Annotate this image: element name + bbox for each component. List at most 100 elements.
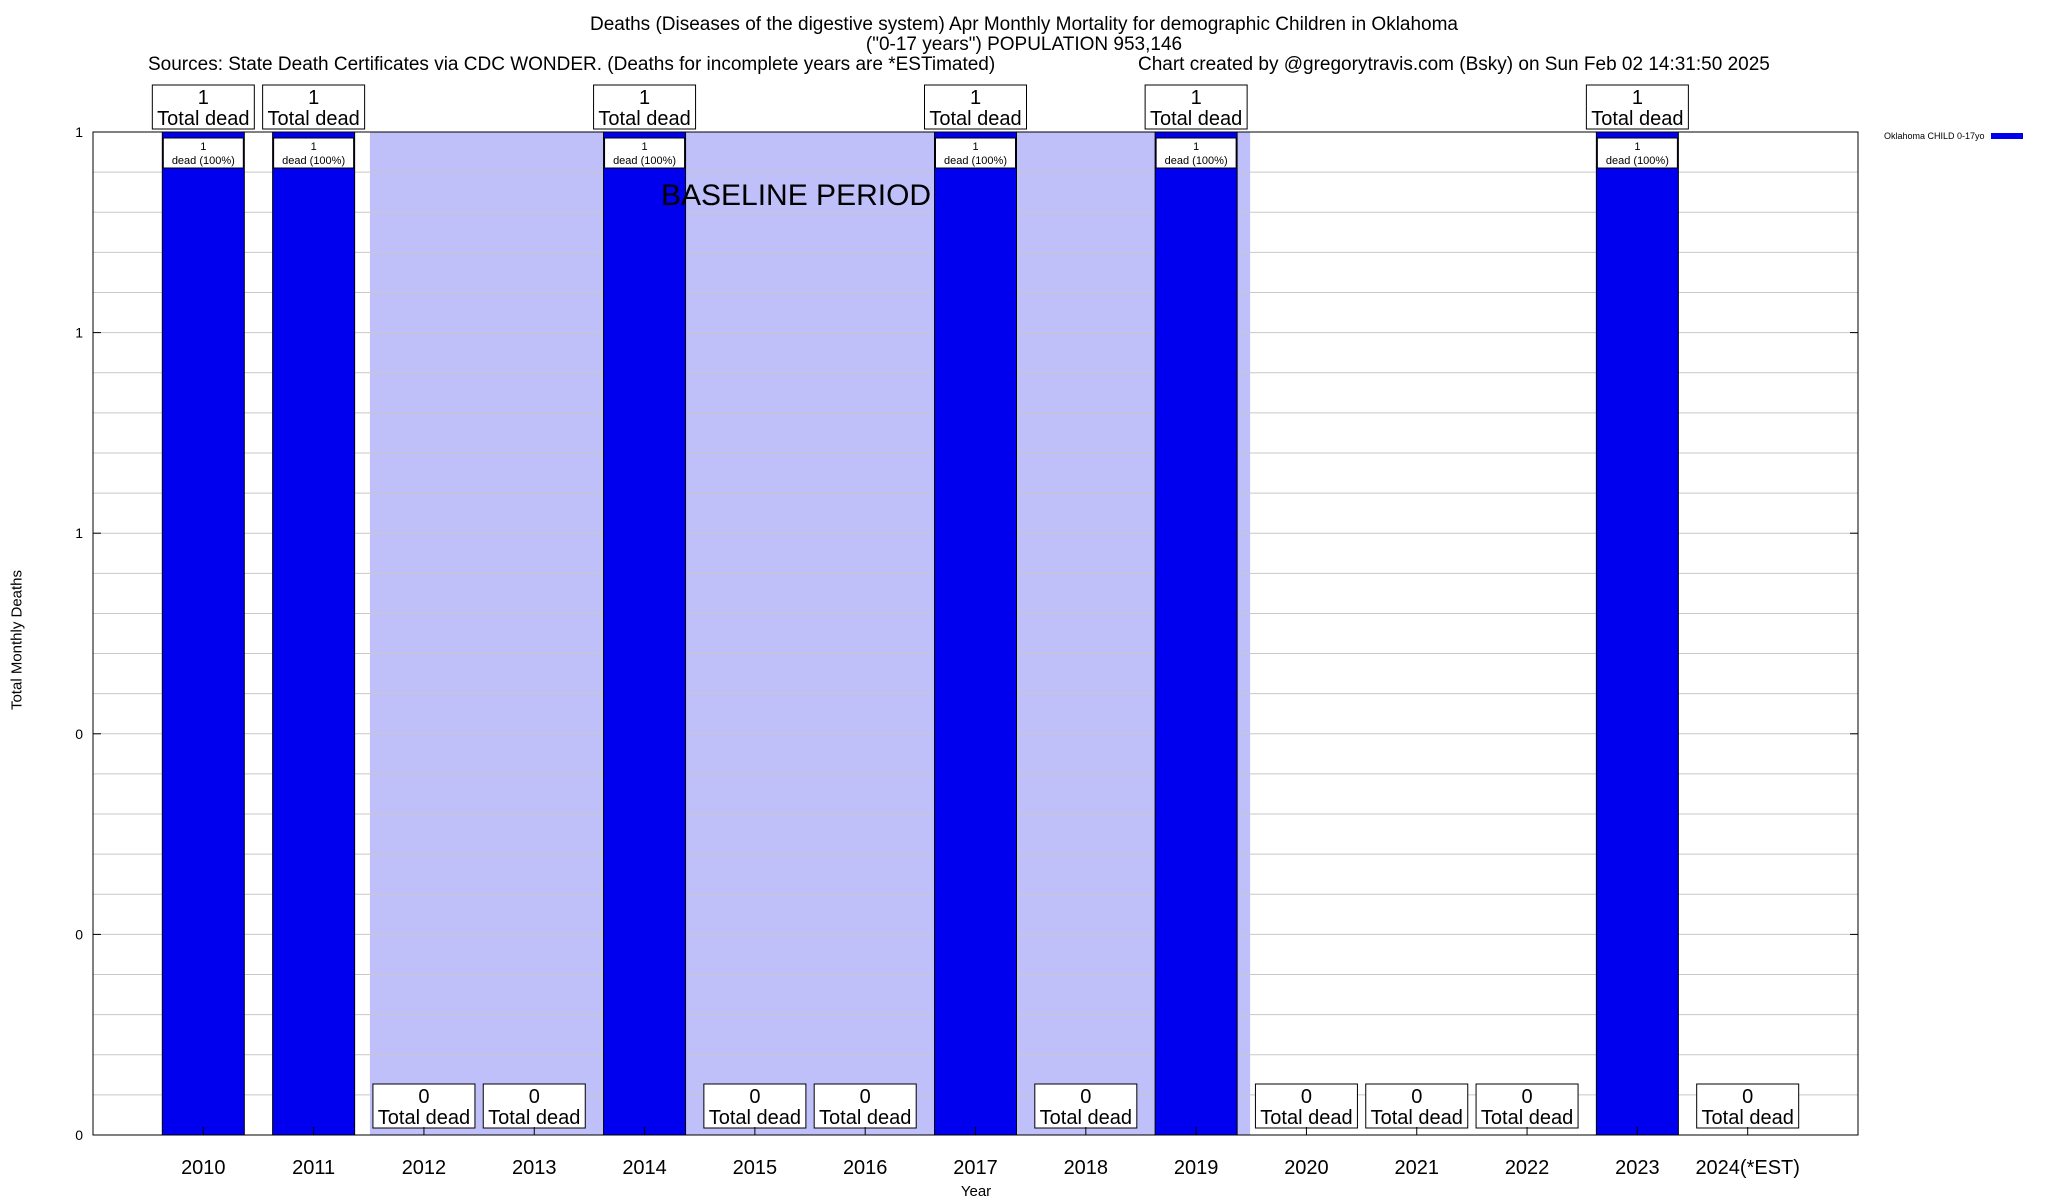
bar-2019 (1154, 131, 1238, 1136)
inner-label-percent: dead (100%) (944, 155, 1007, 167)
x-tick-label: 2015 (733, 1157, 778, 1179)
total-label-count: 1 (1632, 87, 1643, 109)
y-tick-label: 1 (75, 124, 83, 140)
total-label-count: 1 (308, 87, 319, 109)
x-tick-label: 2010 (181, 1157, 226, 1179)
x-tick-label: 2013 (512, 1157, 557, 1179)
total-label-text: Total dead (1371, 1107, 1463, 1129)
x-tick-label: 2022 (1505, 1157, 1550, 1179)
total-label-text: Total dead (1040, 1107, 1132, 1129)
total-label-count: 0 (529, 1086, 540, 1108)
inner-label-percent: dead (100%) (1606, 155, 1669, 167)
total-label-text: Total dead (819, 1107, 911, 1129)
total-label-text: Total dead (1481, 1107, 1573, 1129)
inner-label-box (162, 137, 244, 169)
inner-label-count: 1 (1193, 141, 1199, 153)
x-axis-label: Year (960, 1183, 992, 1200)
credit-note: Chart created by @gregorytravis.com (Bsk… (1138, 54, 1770, 75)
inner-label-percent: dead (100%) (613, 155, 676, 167)
total-label-box (593, 84, 697, 130)
total-label-box (703, 1083, 807, 1129)
total-label-text: Total dead (157, 108, 249, 130)
total-label-count: 1 (970, 87, 981, 109)
total-label-text: Total dead (488, 1107, 580, 1129)
total-label-box (151, 84, 255, 130)
total-label-text: Total dead (378, 1107, 470, 1129)
inner-label-count: 1 (311, 141, 317, 153)
total-label-box (1475, 1083, 1579, 1129)
bar-2010 (161, 131, 245, 1136)
total-label-box (924, 84, 1027, 130)
chart-subtitle: ("0-17 years") POPULATION 953,146 (865, 34, 1183, 55)
total-label-count: 1 (639, 87, 650, 109)
inner-label-percent: dead (100%) (172, 155, 235, 167)
total-label-count: 0 (418, 1086, 429, 1108)
inner-label-count: 1 (1634, 141, 1640, 153)
bar-2023 (1595, 131, 1679, 1136)
inner-label-percent: dead (100%) (1165, 155, 1228, 167)
total-label-box (262, 84, 366, 130)
x-tick-label: 2024(*EST) (1695, 1157, 1800, 1179)
total-label-box (1034, 1083, 1138, 1129)
x-tick-label: 2016 (843, 1157, 888, 1179)
bar-2011 (272, 131, 356, 1136)
legend: Oklahoma CHILD 0-17yo (1884, 131, 2023, 141)
legend-swatch (1990, 133, 2023, 139)
x-tick-label: 2014 (622, 1157, 667, 1179)
total-label-count: 0 (1301, 1086, 1312, 1108)
total-label-count: 1 (198, 87, 209, 109)
total-label-box (372, 1083, 476, 1129)
inner-label-box (604, 137, 686, 169)
y-tick-label: 0 (75, 726, 83, 742)
bar-2014 (603, 131, 687, 1136)
bar-2017 (934, 131, 1017, 1136)
total-label-text: Total dead (267, 108, 359, 130)
inner-label-count: 1 (200, 141, 206, 153)
sources-note: Sources: State Death Certificates via CD… (148, 54, 996, 75)
x-tick-label: 2011 (292, 1157, 335, 1179)
total-label-box (813, 1083, 917, 1129)
total-label-text: Total dead (1591, 108, 1683, 130)
y-tick-label: 0 (75, 1127, 83, 1143)
y-tick-label: 0 (75, 926, 83, 942)
x-tick-label: 2018 (1064, 1157, 1109, 1179)
x-tick-label: 2017 (953, 1157, 998, 1179)
legend-label: Oklahoma CHILD 0-17yo (1884, 131, 1985, 141)
x-tick-label: 2021 (1395, 1157, 1440, 1179)
y-tick-label: 1 (75, 525, 83, 541)
total-label-box (1585, 84, 1689, 130)
total-label-box (1144, 84, 1248, 130)
inner-label-box (1155, 137, 1237, 169)
inner-label-count: 1 (642, 141, 648, 153)
total-label-count: 0 (1522, 1086, 1533, 1108)
total-label-text: Total dead (1702, 1107, 1794, 1129)
total-label-count: 0 (749, 1086, 760, 1108)
inner-label-box (1596, 137, 1678, 169)
inner-label-count: 1 (972, 141, 978, 153)
total-label-text: Total dead (929, 108, 1021, 130)
x-tick-label: 2023 (1615, 1157, 1660, 1179)
total-label-box (1365, 1083, 1469, 1129)
chart-title: Deaths (Diseases of the digestive system… (589, 14, 1459, 35)
total-label-text: Total dead (598, 108, 690, 130)
inner-label-box (935, 137, 1016, 169)
total-label-text: Total dead (709, 1107, 801, 1129)
x-tick-label: 2020 (1284, 1157, 1329, 1179)
total-label-box (482, 1083, 586, 1129)
baseline-region (369, 132, 1251, 1135)
inner-label-percent: dead (100%) (282, 155, 345, 167)
total-label-count: 0 (860, 1086, 871, 1108)
total-label-text: Total dead (1260, 1107, 1352, 1129)
total-label-count: 0 (1742, 1086, 1753, 1108)
x-tick-label: 2012 (402, 1157, 447, 1179)
y-axis-label: Total Monthly Deaths (8, 569, 26, 711)
y-tick-label: 1 (75, 325, 83, 341)
total-label-count: 0 (1411, 1086, 1422, 1108)
total-label-text: Total dead (1150, 108, 1242, 130)
inner-label-box (273, 137, 355, 169)
total-label-count: 0 (1080, 1086, 1091, 1108)
x-tick-label: 2019 (1174, 1157, 1219, 1179)
baseline-label: BASELINE PERIOD (661, 179, 931, 212)
total-label-count: 1 (1191, 87, 1202, 109)
